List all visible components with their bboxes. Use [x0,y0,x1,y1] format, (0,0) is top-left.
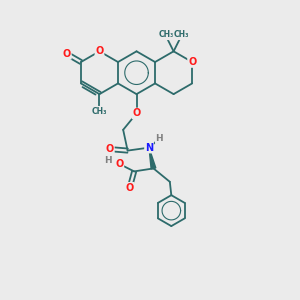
Text: O: O [115,159,123,169]
Text: O: O [95,46,104,56]
Text: CH₃: CH₃ [158,31,174,40]
Text: CH₃: CH₃ [173,31,189,40]
Text: H: H [156,134,163,143]
Text: O: O [63,49,71,59]
Text: H: H [104,157,112,166]
Text: O: O [106,144,114,154]
Text: N: N [145,142,153,153]
Text: O: O [188,57,196,67]
Text: O: O [126,183,134,193]
Polygon shape [149,148,156,169]
Text: CH₃: CH₃ [92,106,107,116]
Text: O: O [132,108,141,118]
